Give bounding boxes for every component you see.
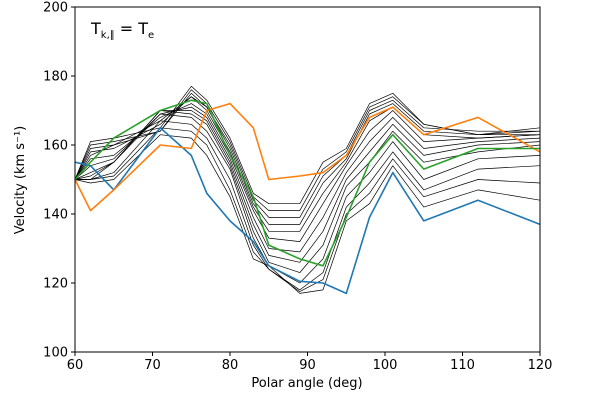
- series-line-5: [74, 92, 540, 218]
- x-tick-label: 70: [144, 358, 161, 373]
- temperature-annotation: Tk,∥ = Te: [90, 19, 154, 41]
- series-line-2: [74, 99, 540, 267]
- plot-frame: [74, 6, 541, 353]
- series-line-0: [74, 127, 541, 295]
- x-tick-label: 90: [299, 358, 316, 373]
- series-line-1: [74, 102, 541, 212]
- series-line-4: [74, 89, 541, 211]
- series-line-14: [75, 127, 541, 292]
- annotation-subscript: k,∥: [101, 30, 115, 41]
- y-tick-label: 160: [43, 139, 68, 154]
- axis-ticks: 60 70 80 90 100 110 120 100 120 140 160 180 200: [43, 1, 552, 374]
- y-tick-label: 180: [43, 70, 68, 85]
- y-tick-label: 100: [43, 346, 68, 361]
- x-tick-label: 120: [528, 358, 553, 373]
- y-tick-label: 140: [43, 208, 68, 223]
- x-axis-title: Polar angle (deg): [251, 376, 362, 391]
- x-tick-label: 110: [450, 358, 475, 373]
- series-line-15: [74, 134, 541, 294]
- annotation-rhs: = T: [120, 19, 148, 38]
- series-line-12: [75, 113, 541, 284]
- series-line-8: [74, 103, 541, 242]
- series-line-9: [74, 106, 541, 253]
- y-axis-title: Velocity (km s⁻¹): [13, 126, 28, 234]
- x-tick-label: 100: [373, 358, 398, 373]
- plot-lines: [74, 85, 541, 295]
- annotation-symbol: T: [90, 19, 101, 38]
- series-line-11: [74, 110, 541, 273]
- y-tick-label: 120: [43, 277, 68, 292]
- series-line-6: [74, 96, 540, 225]
- y-tick-label: 200: [43, 1, 68, 16]
- series-line-3: [74, 85, 541, 205]
- annotation-rhs-subscript: e: [148, 30, 154, 41]
- x-tick-label: 60: [67, 358, 84, 373]
- x-tick-label: 80: [222, 358, 239, 373]
